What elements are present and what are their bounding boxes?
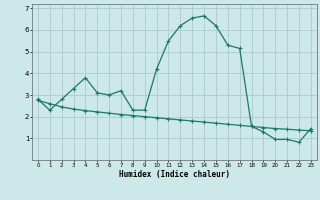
X-axis label: Humidex (Indice chaleur): Humidex (Indice chaleur) [119, 170, 230, 179]
